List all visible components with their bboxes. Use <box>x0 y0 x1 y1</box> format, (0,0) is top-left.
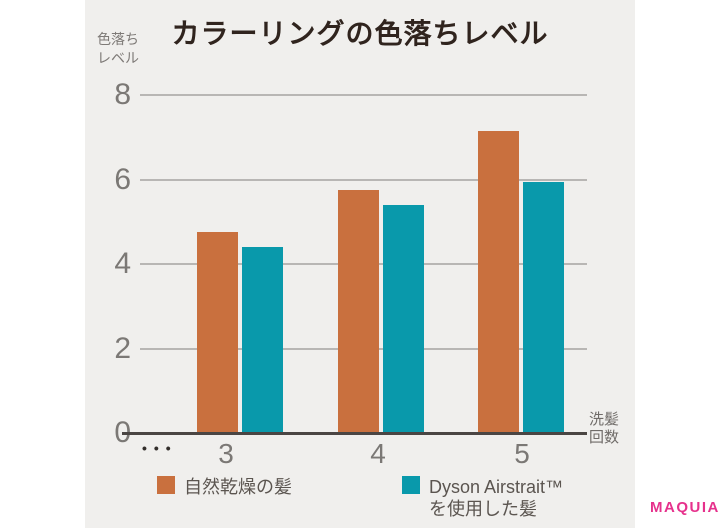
legend-swatch-dyson-airstrait <box>402 476 420 494</box>
y-tick-label-6: 6 <box>114 162 131 196</box>
y-tick-label-8: 8 <box>114 78 131 111</box>
x-tick-label-4: 4 <box>370 438 386 469</box>
omitted-categories-dots: ••• <box>142 440 178 456</box>
bar-series0-group4 <box>338 190 379 433</box>
y-axis-title-line1: 色落ち <box>97 31 139 47</box>
bar-series1-group4 <box>383 204 424 433</box>
chart-title: カラーリングの色落ちレベル <box>171 18 549 49</box>
legend-label-natural-dry: 自然乾燥の髪 <box>184 477 292 497</box>
legend-label-dyson-line1: Dyson Airstrait™ <box>429 477 564 497</box>
x-axis-title-line1: 洗髪 <box>589 411 620 428</box>
legend-item-natural-dry: 自然乾燥の髪 <box>157 476 292 498</box>
legend-label-dyson-airstrait: Dyson Airstrait™ を使用した髪 <box>429 476 563 520</box>
bar-series0-group3 <box>197 232 238 433</box>
legend-label-dyson-line2: を使用した髪 <box>429 499 537 519</box>
bar-series1-group3 <box>242 247 283 433</box>
x-axis-line <box>122 432 587 435</box>
y-axis-title: 色落ち レベル <box>97 30 139 68</box>
maquia-logo: MAQUIA <box>650 499 720 516</box>
gridline-y8 <box>140 94 587 96</box>
gridline-y6 <box>140 178 587 181</box>
bar-series0-group5 <box>478 130 519 433</box>
x-axis-title: 洗髪 回数 <box>589 411 619 447</box>
y-axis-title-line2: レベル <box>97 50 139 66</box>
x-tick-label-5: 5 <box>514 438 530 469</box>
x-axis-title-line2: 回数 <box>589 429 620 446</box>
x-tick-label-3: 3 <box>218 438 234 469</box>
bar-series1-group5 <box>523 181 564 433</box>
y-tick-label-2: 2 <box>114 331 131 365</box>
legend-item-dyson-airstrait: Dyson Airstrait™ を使用した髪 <box>402 476 563 520</box>
y-tick-label-4: 4 <box>114 247 131 280</box>
legend-swatch-natural-dry <box>157 476 175 494</box>
